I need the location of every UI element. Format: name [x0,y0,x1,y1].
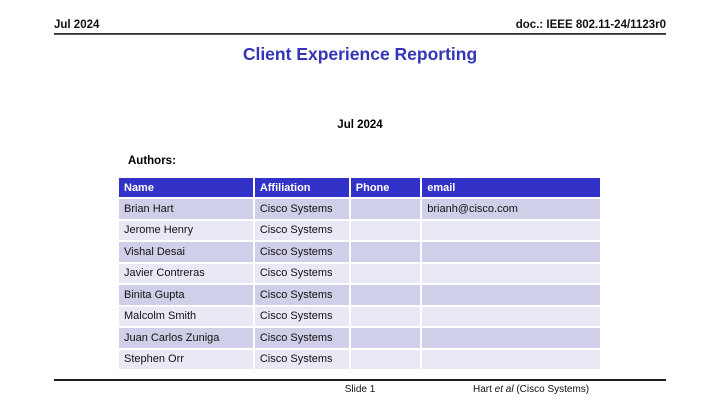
cell-name: Jerome Henry [119,220,253,240]
cell-phone [350,220,421,240]
footer-rule [54,379,666,381]
cell-name: Brian Hart [119,199,253,219]
date-line: Jul 2024 [337,119,383,131]
column-header-phone: Phone [350,178,421,197]
column-header-email: email [422,178,600,197]
table-row: Jerome Henry Cisco Systems [119,220,600,240]
cell-name: Juan Carlos Zuniga [119,328,253,348]
cell-email [422,306,600,326]
cell-email: brianh@cisco.com [422,199,600,219]
table-row: Stephen Orr Cisco Systems [119,349,600,369]
cell-affiliation: Cisco Systems [254,349,349,369]
authors-label: Authors: [128,155,176,167]
table-row: Juan Carlos Zuniga Cisco Systems [119,328,600,348]
header-doc-number: doc.: IEEE 802.11-24/1123r0 [515,19,666,31]
cell-email [422,285,600,305]
cell-email [422,242,600,262]
cell-phone [350,242,421,262]
header-rule [54,33,666,35]
cell-affiliation: Cisco Systems [254,285,349,305]
footer-credit-prefix: Hart [473,384,495,395]
cell-phone [350,285,421,305]
footer-credit-suffix: (Cisco Systems) [513,384,590,395]
cell-name: Vishal Desai [119,242,253,262]
cell-affiliation: Cisco Systems [254,220,349,240]
cell-phone [350,349,421,369]
cell-phone [350,306,421,326]
cell-email [422,328,600,348]
table-row: Malcolm Smith Cisco Systems [119,306,600,326]
cell-email [422,220,600,240]
table-row: Brian Hart Cisco Systems brianh@cisco.co… [119,199,600,219]
cell-name: Malcolm Smith [119,306,253,326]
authors-table: Name Affiliation Phone email Brian Hart … [117,176,602,371]
cell-affiliation: Cisco Systems [254,328,349,348]
cell-affiliation: Cisco Systems [254,306,349,326]
cell-name: Binita Gupta [119,285,253,305]
cell-affiliation: Cisco Systems [254,263,349,283]
cell-name: Stephen Orr [119,349,253,369]
cell-phone [350,263,421,283]
cell-email [422,349,600,369]
column-header-name: Name [119,178,253,197]
footer-credit-etal: et al [494,384,514,395]
header-date: Jul 2024 [54,19,100,31]
slide-number: Slide 1 [344,384,376,395]
cell-phone [350,328,421,348]
cell-affiliation: Cisco Systems [254,199,349,219]
footer-credit: Hart et al (Cisco Systems) [473,384,589,395]
cell-email [422,263,600,283]
page-title: Client Experience Reporting [242,44,478,64]
column-header-affiliation: Affiliation [254,178,349,197]
table-row: Binita Gupta Cisco Systems [119,285,600,305]
table-row: Vishal Desai Cisco Systems [119,242,600,262]
cell-affiliation: Cisco Systems [254,242,349,262]
table-header-row: Name Affiliation Phone email [119,178,600,197]
table-row: Javier Contreras Cisco Systems [119,263,600,283]
cell-name: Javier Contreras [119,263,253,283]
cell-phone [350,199,421,219]
